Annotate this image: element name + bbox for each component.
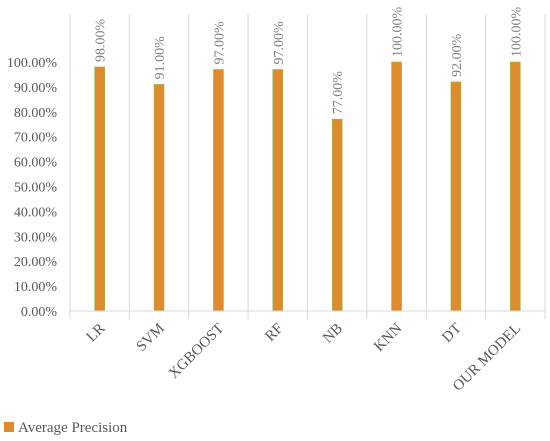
y-tick-label: 70.00% <box>14 131 58 146</box>
x-tick-label: KNN <box>371 320 405 354</box>
data-label: 97.00% <box>272 21 287 65</box>
bar-dt <box>450 81 462 312</box>
bar-knn <box>391 61 402 312</box>
x-tick-label: RF <box>262 321 286 345</box>
x-tick-label: XGBOOST <box>166 321 227 382</box>
x-tick-label: DT <box>439 321 464 346</box>
x-tick-label: SVM <box>134 321 168 355</box>
y-tick-label: 50.00% <box>14 181 58 196</box>
legend-swatch <box>4 422 14 432</box>
y-tick-label: 90.00% <box>14 81 58 96</box>
data-label: 77.00% <box>331 71 346 115</box>
y-tick-label: 60.00% <box>14 156 58 171</box>
data-label: 100.00% <box>391 7 406 58</box>
y-tick-label: 0.00% <box>21 305 58 320</box>
legend: Average Precision <box>4 420 128 436</box>
data-label: 97.00% <box>212 21 227 65</box>
data-label: 91.00% <box>153 36 168 80</box>
y-tick-label: 30.00% <box>14 230 58 245</box>
bar-rf <box>272 69 284 312</box>
data-label: 92.00% <box>450 33 465 77</box>
data-label: 98.00% <box>94 18 109 62</box>
bar-nb <box>331 118 343 312</box>
y-tick-label: 80.00% <box>14 106 58 121</box>
bar-svm <box>153 84 165 312</box>
y-tick-label: 40.00% <box>14 205 58 220</box>
bar-lr <box>94 66 105 312</box>
data-labels: 98.00% 91.00% 97.00% 97.00% 77.00% 100.00% 92.… <box>94 7 525 115</box>
y-axis: 0.00% 10.00% 20.00% 30.00% 40.00% 50.00% 60.00… <box>7 56 58 320</box>
data-label: 100.00% <box>509 7 524 58</box>
y-tick-label: 10.00% <box>14 280 58 295</box>
x-tick-label: LR <box>84 321 109 346</box>
y-tick-label: 20.00% <box>14 255 58 270</box>
bar-our-model <box>510 61 521 312</box>
x-tick-label: NB <box>320 321 346 347</box>
legend-label: Average Precision <box>18 420 128 436</box>
bar-xgboost <box>213 69 224 312</box>
category-separators <box>69 14 546 319</box>
y-tick-label: 100.00% <box>7 56 58 71</box>
